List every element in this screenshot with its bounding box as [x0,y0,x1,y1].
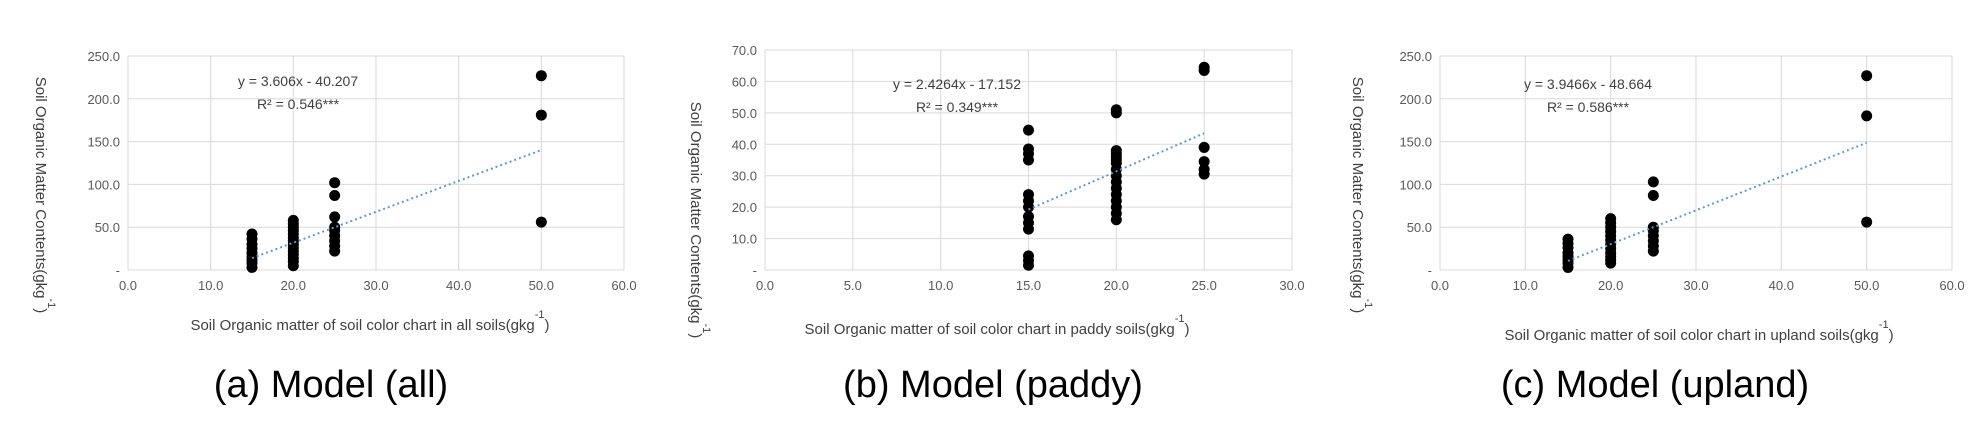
chart-panel-paddy: - 10.0 20.0 30.0 40.0 50.0 60.0 70.0 0.0 5.0 10.0 1… [662,0,1324,421]
trendline-equation: y = 3.606x - 40.207 [238,73,358,89]
y-tick-label: - [116,263,120,278]
x-tick-label: 40.0 [1769,278,1794,293]
data-point [1198,156,1210,168]
y-tick-label: 50.0 [732,106,757,121]
x-tick-label: 10.0 [198,278,223,293]
x-tick-label: 30.0 [1683,278,1708,293]
trendline-equation: y = 3.9466x - 48.664 [1524,76,1652,92]
caption-upland: (c) Model (upland) [1500,364,1810,406]
x-tick-label: 10.0 [1513,278,1538,293]
y-tick-label: - [1428,263,1432,278]
data-point [1861,110,1873,122]
r-squared-label: R² = 0.586*** [1547,99,1630,115]
y-tick-label: 40.0 [732,137,757,152]
y-tick-label: 70.0 [732,43,757,58]
data-point [246,228,258,240]
data-point [535,109,547,121]
data-point [1023,211,1034,223]
data-point [1110,145,1122,157]
chart-panel-upland: - 50.0 100.0 150.0 200.0 250.0 0.0 10.0 20.0 30.0… [1324,0,1986,421]
y-tick-label: 100.0 [87,177,120,192]
data-point [1647,176,1659,188]
y-tick-label: 250.0 [1399,49,1432,64]
r-squared-label: R² = 0.546*** [257,96,340,112]
data-point [1023,250,1034,262]
scatter-chart-paddy: - 10.0 20.0 30.0 40.0 50.0 60.0 70.0 0.0 5.0 10.0 1… [687,43,1305,339]
data-point [1110,104,1122,116]
trendline [1028,132,1205,211]
data-point [329,190,341,202]
x-tick-label: 50.0 [529,278,554,293]
y-tick-label: 100.0 [1399,177,1432,192]
y-tick-label: 250.0 [87,49,120,64]
trendline [251,149,542,260]
data-point [1198,141,1210,153]
data-point [287,214,299,226]
y-tick-label: - [753,263,757,278]
x-tick-label: 5.0 [844,278,862,293]
y-tick-label: 200.0 [87,92,120,107]
y-tick-label: 150.0 [1399,135,1432,150]
data-point [1861,216,1873,228]
x-tick-label: 60.0 [611,278,636,293]
y-tick-label: 30.0 [732,169,757,184]
x-tick-label: 40.0 [446,278,471,293]
y-tick-label: 60.0 [732,74,757,89]
x-tick-label: 60.0 [1939,278,1964,293]
x-tick-label: 25.0 [1192,278,1217,293]
y-tick-label: 200.0 [1399,92,1432,107]
y-tick-label: 150.0 [87,135,120,150]
y-tick-label: 20.0 [732,200,757,215]
data-point [1861,70,1873,82]
data-point [535,216,547,228]
y-axis-label: Soil Organic Matter Contents(gkg-1) [687,102,712,339]
data-point [1562,233,1574,245]
x-tick-label: 0.0 [756,278,774,293]
x-tick-label: 10.0 [928,278,953,293]
data-point [1023,124,1034,136]
y-axis-label: Soil Organic Matter Contents(gkg-1) [32,77,57,314]
y-tick-label: 50.0 [1407,220,1432,235]
y-tick-label: 10.0 [732,232,757,247]
caption-paddy: (b) Model (paddy) [843,364,1143,406]
scatter-chart-all: - 50.0 100.0 150.0 200.0 250.0 0.0 10.0 20.0 30.0… [32,49,637,334]
data-point [329,221,341,233]
x-tick-label: 20.0 [281,278,306,293]
x-tick-label: 30.0 [363,278,388,293]
x-axis-label: Soil Organic matter of soil color chart … [805,313,1190,338]
data-point [329,177,341,189]
x-tick-label: 0.0 [1431,278,1449,293]
x-tick-label: 20.0 [1104,278,1129,293]
x-tick-label: 15.0 [1016,278,1041,293]
data-point [535,70,547,82]
trendline-equation: y = 2.4264x - 17.152 [893,76,1021,92]
r-squared-label: R² = 0.349*** [916,99,999,115]
data-point [1023,189,1034,201]
chart-panel-all: - 50.0 100.0 150.0 200.0 250.0 0.0 10.0 20.0 30.0… [0,0,662,421]
data-point [1023,143,1034,155]
x-axis-label: Soil Organic matter of soil color chart … [1504,319,1893,344]
y-axis-label: Soil Organic Matter Contents(gkg-1) [1349,77,1374,314]
x-tick-label: 20.0 [1598,278,1623,293]
data-point [1647,190,1659,202]
data-point [329,211,341,223]
y-tick-label: 50.0 [95,220,120,235]
x-axis-label: Soil Organic matter of soil color chart … [190,309,549,334]
x-tick-label: 30.0 [1279,278,1304,293]
scatter-chart-upland: - 50.0 100.0 150.0 200.0 250.0 0.0 10.0 20.0 30.0… [1349,49,1965,344]
caption-all: (a) Model (all) [213,364,449,406]
data-point [1198,61,1210,73]
data-point [1198,163,1210,175]
data-point [1605,213,1617,225]
trendline [1567,141,1868,262]
x-tick-label: 0.0 [119,278,137,293]
x-tick-label: 50.0 [1854,278,1879,293]
